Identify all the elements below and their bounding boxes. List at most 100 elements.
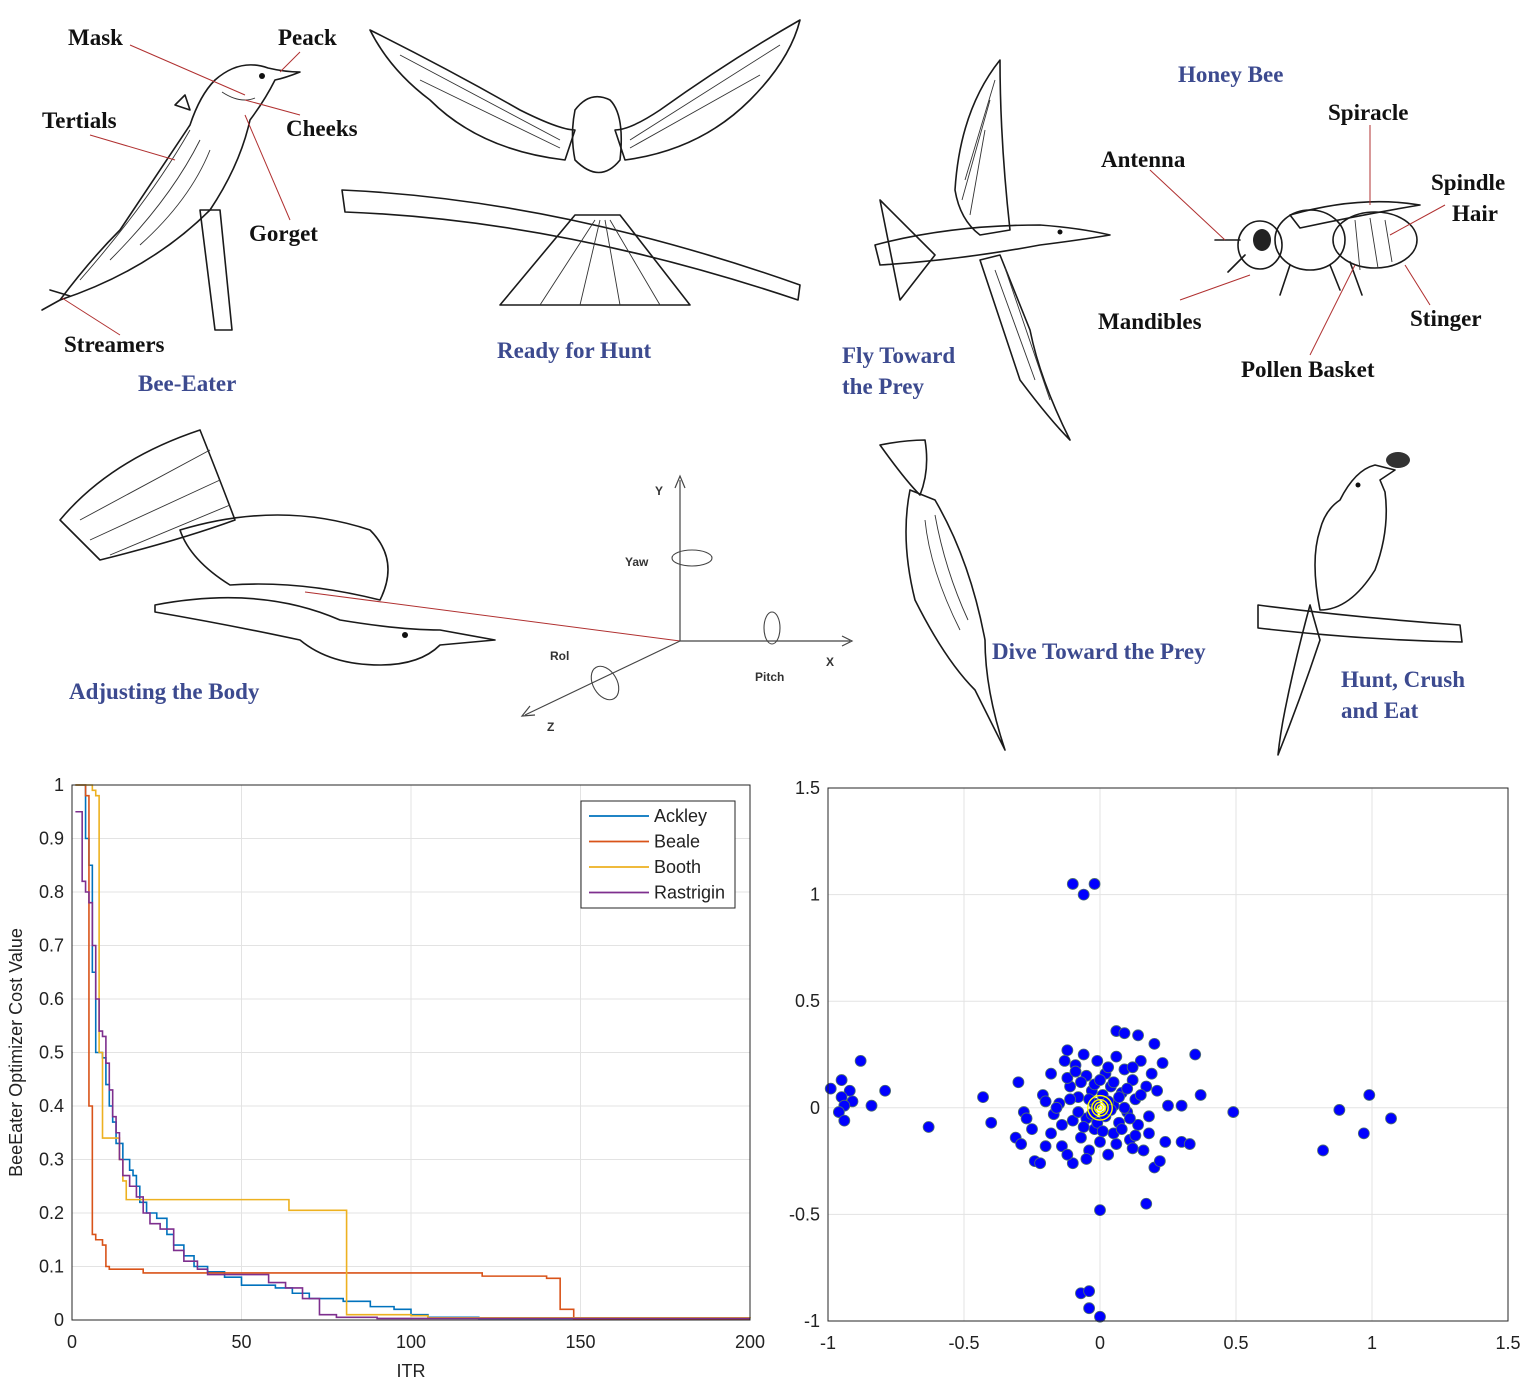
scatter-ticks: -1 -0.5 0 0.5 1 1.5 -1 -0.5 0 0.5 1 1.5 xyxy=(789,778,1521,1353)
legend-entry: Booth xyxy=(654,857,701,877)
scatter-point xyxy=(1385,1112,1397,1125)
scatter-point xyxy=(1083,1302,1096,1315)
label-gorget: Gorget xyxy=(249,221,318,246)
scatter-point xyxy=(1064,1093,1076,1106)
scatter-best-ring xyxy=(1091,1098,1109,1117)
scatter-x-tick-label: 0 xyxy=(1095,1333,1105,1353)
scatter-point xyxy=(1083,1093,1096,1106)
scatter-point xyxy=(1143,1110,1155,1123)
scatter-point xyxy=(1115,1123,1128,1136)
scatter-point xyxy=(1126,1074,1139,1086)
line-chart-y-tick-label: 0.3 xyxy=(39,1150,64,1170)
cost-convergence-line-chart: 0 50 100 150 200 0 0.1 0.2 0.3 0.4 0.5 0.6 0.7 0.8 0.9… xyxy=(6,775,765,1381)
scatter-point xyxy=(1118,1027,1131,1040)
label-hunt-crush: Hunt, Crush xyxy=(1341,667,1465,692)
scatter-point xyxy=(1140,1080,1153,1093)
line-chart-y-tick-label: 0.5 xyxy=(39,1043,64,1063)
scatter-point xyxy=(1034,1157,1047,1170)
axis3d-roll-label: Rol xyxy=(550,649,569,663)
scatter-point xyxy=(1107,1076,1120,1089)
scatter-point xyxy=(1039,1140,1052,1153)
scatter-point xyxy=(985,1116,998,1129)
adjusting-body-sketch xyxy=(59,429,681,666)
honey-bee-sketch xyxy=(1214,200,1421,296)
bee-eater-leader-lines xyxy=(61,44,301,336)
scatter-point xyxy=(1357,1127,1370,1140)
scatter-point xyxy=(1317,1144,1329,1157)
population-scatter-plot: -1 -0.5 0 0.5 1 1.5 -1 -0.5 0 0.5 1 1.5 xyxy=(789,778,1521,1353)
scatter-best-ring xyxy=(1093,1101,1107,1114)
line-chart-series xyxy=(75,784,751,1320)
scatter-point xyxy=(1045,1067,1057,1080)
line-chart-x-tick-label: 50 xyxy=(231,1332,251,1352)
scatter-best-ring xyxy=(1096,1104,1104,1112)
bee-eater-anatomy-sketch xyxy=(41,64,301,331)
scatter-point xyxy=(1126,1142,1139,1155)
scatter-point xyxy=(1153,1155,1166,1168)
scatter-point xyxy=(1137,1144,1150,1157)
scatter-points xyxy=(824,878,1397,1323)
scatter-point xyxy=(1102,1061,1115,1074)
scatter-point xyxy=(1121,1082,1134,1095)
scatter-point xyxy=(879,1084,892,1097)
scatter-point xyxy=(1020,1112,1033,1125)
scatter-point xyxy=(1134,1089,1147,1101)
scatter-point xyxy=(1183,1138,1196,1150)
scatter-point xyxy=(1094,1204,1106,1217)
scatter-point xyxy=(1175,1099,1188,1112)
line-chart-x-axis-label: ITR xyxy=(397,1361,426,1381)
line-chart-y-tick-label: 0.9 xyxy=(39,829,64,849)
scatter-point xyxy=(832,1106,845,1118)
hunt-crush-eat-sketch xyxy=(1257,452,1463,756)
axis3d-y-label: Y xyxy=(655,484,663,498)
axis3d-z-label: Z xyxy=(547,720,554,734)
line-chart-y-axis-label: BeeEater Optimizer Cost Value xyxy=(6,928,26,1177)
scatter-point xyxy=(1094,1136,1106,1148)
scatter-point xyxy=(1156,1057,1169,1069)
label-honey-bee: Honey Bee xyxy=(1178,62,1283,87)
dive-toward-prey-sketch xyxy=(879,439,1006,751)
scatter-point xyxy=(1118,1101,1131,1114)
scatter-point xyxy=(1126,1061,1139,1074)
scatter-point xyxy=(1094,1310,1106,1323)
scatter-point xyxy=(1061,1148,1074,1161)
scatter-point xyxy=(1066,1114,1079,1127)
scatter-point xyxy=(1194,1089,1207,1101)
line-chart-y-tick-label: 1 xyxy=(54,775,64,795)
scatter-point xyxy=(1143,1127,1155,1140)
label-pollen-basket: Pollen Basket xyxy=(1241,357,1375,382)
scatter-point xyxy=(1113,1091,1125,1104)
line-chart-y-tick-label: 0.8 xyxy=(39,882,64,902)
scatter-y-tick-label: 1 xyxy=(810,885,820,905)
scatter-x-tick-label: 1 xyxy=(1367,1333,1377,1353)
label-and-eat: and Eat xyxy=(1341,698,1419,723)
scatter-grid xyxy=(827,787,1509,1322)
line-chart-ticks: 0 50 100 150 200 0 0.1 0.2 0.3 0.4 0.5 0.6 0.7 0.8 0.9… xyxy=(39,775,765,1352)
legend-box xyxy=(580,800,736,909)
scatter-point xyxy=(1083,1285,1096,1298)
scatter-plot-frame xyxy=(827,787,1509,1322)
axis3d-x-label: X xyxy=(826,655,834,669)
label-ready-for-hunt: Ready for Hunt xyxy=(497,338,652,363)
scatter-point xyxy=(1088,878,1101,890)
label-mandibles: Mandibles xyxy=(1098,309,1202,334)
scatter-point xyxy=(1333,1104,1346,1116)
scatter-point xyxy=(824,1082,837,1095)
honey-bee-leader-lines xyxy=(1149,125,1446,356)
label-dive-toward-prey: Dive Toward the Prey xyxy=(992,639,1206,664)
label-tertials: Tertials xyxy=(42,108,117,133)
line-chart-plot-frame xyxy=(71,784,751,1321)
scatter-point xyxy=(1075,1076,1087,1089)
label-streamers: Streamers xyxy=(64,332,165,357)
axis3d-pitch-label: Pitch xyxy=(755,670,784,684)
line-series-beale xyxy=(75,784,750,1320)
label-adjusting-body: Adjusting the Body xyxy=(69,679,260,704)
scatter-y-tick-label: -1 xyxy=(804,1311,820,1331)
scatter-point xyxy=(1091,1054,1104,1067)
scatter-point xyxy=(1189,1048,1202,1061)
scatter-point xyxy=(1050,1101,1063,1114)
scatter-point xyxy=(1069,1065,1082,1078)
scatter-point xyxy=(1096,1125,1109,1138)
label-antenna: Antenna xyxy=(1101,147,1186,172)
scatter-point xyxy=(1056,1118,1068,1131)
